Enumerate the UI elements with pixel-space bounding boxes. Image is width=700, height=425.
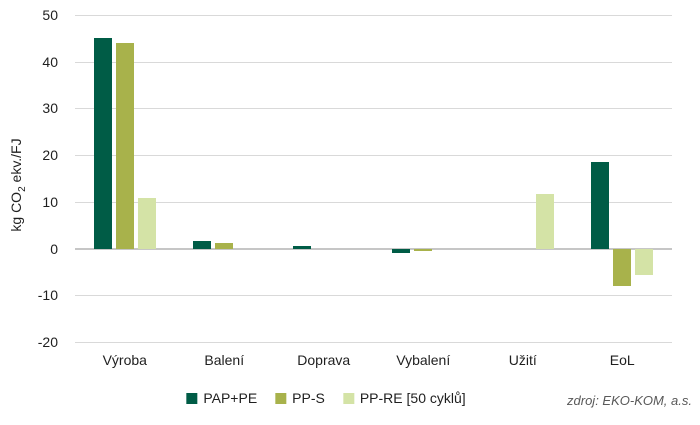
legend-swatch-icon xyxy=(275,392,287,404)
y-axis-tick-label: 40 xyxy=(42,53,58,70)
x-axis-label-výroba: Výroba xyxy=(102,352,147,368)
bar-pp-s-vybalení xyxy=(414,248,433,251)
y-axis-title-subscript: 2 xyxy=(16,186,28,192)
legend-item-pap+pe: PAP+PE xyxy=(186,390,257,406)
x-axis-label-balení: Balení xyxy=(204,352,245,368)
bar-pp-re-50-cykl--eol xyxy=(635,248,654,276)
x-axis-label-eol: EoL xyxy=(609,352,635,368)
zero-axis-line xyxy=(75,247,672,250)
bar-pp-s-balení xyxy=(215,243,234,249)
legend-swatch-icon xyxy=(186,392,198,404)
y-axis-tick-label: 50 xyxy=(42,7,58,23)
y-axis-tick-label: 30 xyxy=(42,100,58,117)
bar-pap+pe-vybalení xyxy=(392,248,411,254)
legend-label: PP-RE [50 cyklů] xyxy=(359,390,466,406)
gridline xyxy=(75,61,672,63)
y-axis-tick-label: 10 xyxy=(42,193,58,210)
legend: PAP+PE PP-S PP-RE [50 cyklů] xyxy=(186,390,466,406)
legend-item-pp-re-50-cykl-: PP-RE [50 cyklů] xyxy=(342,390,466,406)
y-axis-title-text: ekv./FJ xyxy=(8,138,24,187)
bar-pp-re-50-cykl--výroba xyxy=(137,198,156,249)
gridline xyxy=(75,15,672,16)
x-axis-label-doprava: Doprava xyxy=(297,352,351,368)
x-axis-label-užití: Užití xyxy=(508,352,537,368)
bar-pap+pe-doprava xyxy=(292,245,311,249)
legend-item-pp-s: PP-S xyxy=(275,390,325,406)
bar-pp-s-eol xyxy=(613,248,632,286)
legend-swatch-icon xyxy=(342,392,354,404)
legend-label: PAP+PE xyxy=(203,390,258,406)
gridline xyxy=(75,108,672,110)
legend-label: PP-S xyxy=(292,390,325,406)
y-axis-tick-label: -10 xyxy=(37,287,58,304)
bar-pap+pe-výroba xyxy=(93,38,112,249)
gridline xyxy=(75,295,672,297)
gridline xyxy=(75,155,672,157)
y-axis-tick-label: 0 xyxy=(50,240,58,257)
source-note: zdroj: EKO-KOM, a.s. xyxy=(567,393,692,408)
y-axis-tick-label: 20 xyxy=(42,147,58,164)
bar-pp-re-50-cykl--užití xyxy=(535,193,554,249)
bar-pap+pe-eol xyxy=(591,162,610,249)
bar-pp-s-výroba xyxy=(115,43,134,249)
bar-pap+pe-balení xyxy=(193,240,212,249)
gridline xyxy=(75,201,672,203)
gridline xyxy=(75,342,672,343)
x-axis-label-vybalení: Vybalení xyxy=(396,352,451,368)
y-axis-tick-label: -20 xyxy=(37,334,58,350)
